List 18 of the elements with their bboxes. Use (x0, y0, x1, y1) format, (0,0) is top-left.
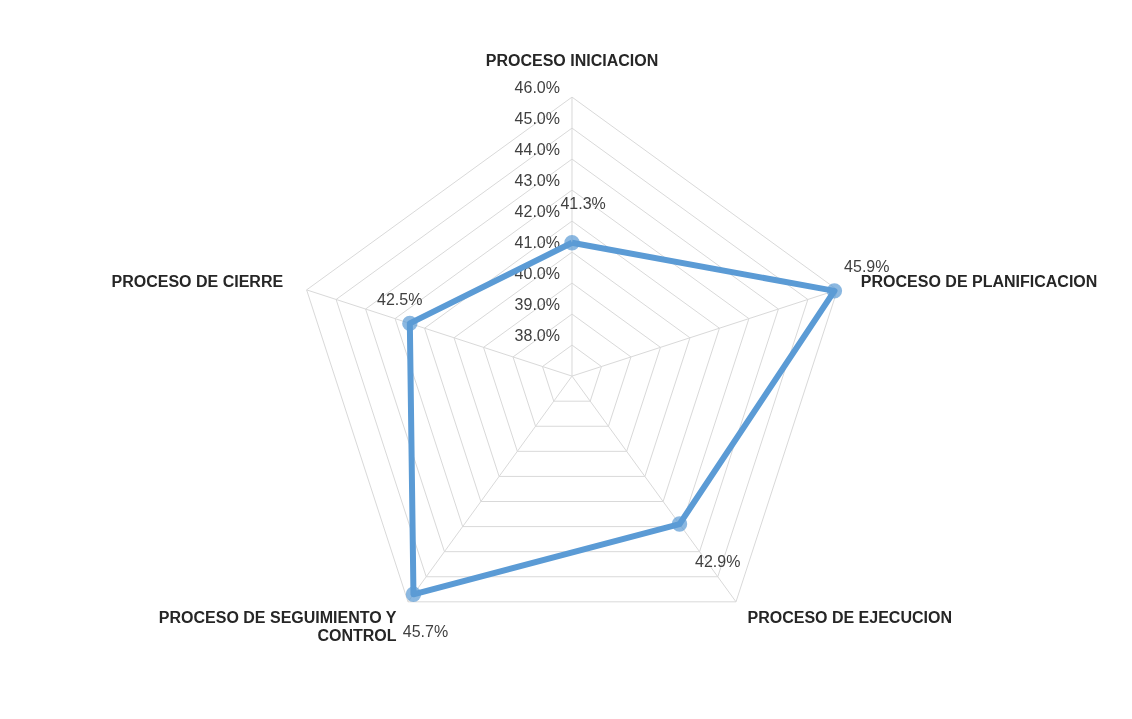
y-tick-label: 42.0% (514, 203, 560, 221)
spoke-label: PROCESO INICIACION (485, 51, 659, 69)
data-label: 42.5% (377, 290, 423, 308)
data-label: 41.3% (560, 194, 606, 212)
spoke-label: PROCESO DE CIERRE (111, 273, 284, 291)
spoke-label: PROCESO DE PLANIFICACION (860, 273, 1098, 291)
data-label: 45.9% (844, 258, 890, 276)
y-tick-label: 43.0% (514, 172, 560, 190)
y-tick-label: 39.0% (514, 296, 560, 314)
y-tick-label: 38.0% (514, 327, 560, 345)
spoke-label: PROCESO DE SEGUIMIENTO Y CONTROL (158, 608, 397, 644)
y-tick-label: 46.0% (514, 79, 560, 97)
data-label: 42.9% (695, 552, 741, 570)
spoke-label: PROCESO DE EJECUCION (747, 608, 952, 626)
data-label: 45.7% (402, 622, 449, 640)
y-tick-label: 41.0% (514, 234, 560, 252)
y-tick-label: 44.0% (514, 141, 560, 159)
y-tick-label: 45.0% (514, 110, 560, 128)
